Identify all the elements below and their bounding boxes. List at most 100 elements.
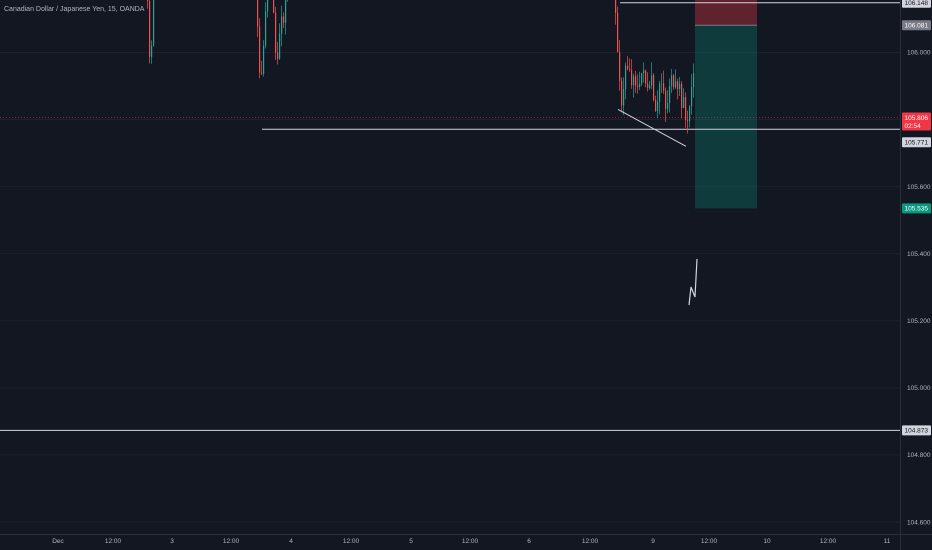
candle-body xyxy=(265,11,267,46)
trendline-lower[interactable] xyxy=(617,109,687,147)
price-tag-label: 106.148 xyxy=(905,0,929,7)
projection-zigzag[interactable] xyxy=(688,258,698,306)
candle-body xyxy=(635,76,637,86)
candle-body xyxy=(647,83,649,88)
candle-body xyxy=(649,85,651,88)
candle-body xyxy=(643,70,645,74)
candle-body xyxy=(631,69,633,86)
candle-body xyxy=(645,70,647,84)
x-tick-label: 5 xyxy=(409,538,413,545)
candle-body xyxy=(619,52,621,81)
candle-body xyxy=(639,83,641,87)
price-tag-label: 105.806 xyxy=(905,115,929,122)
candle-body xyxy=(149,0,151,57)
candle-body xyxy=(151,45,153,57)
price-tag-bg xyxy=(902,0,931,8)
candle-body xyxy=(687,120,689,122)
candle-body xyxy=(285,0,287,23)
symbol-title[interactable]: Canadian Dollar / Japanese Yen, 15, OAND… xyxy=(4,6,145,13)
x-tick-label: 4 xyxy=(289,538,293,545)
price-tag-bg xyxy=(902,203,931,214)
candle-body xyxy=(685,97,687,121)
take-profit-zone[interactable] xyxy=(695,25,757,209)
candle-body xyxy=(627,65,629,69)
candle-body xyxy=(693,73,695,87)
candle-body xyxy=(629,68,631,70)
candle-body xyxy=(263,45,265,74)
candle-body xyxy=(261,72,263,74)
x-tick-label: 3 xyxy=(170,538,174,545)
price-tag-bg xyxy=(902,425,931,436)
price-tag-label: 02:54 xyxy=(905,123,922,130)
candle-body xyxy=(667,102,669,109)
price-tag-bg xyxy=(902,112,931,123)
x-tick-label: 12:00 xyxy=(582,538,599,545)
candle-body xyxy=(283,16,285,23)
candle-body xyxy=(671,75,673,86)
candle-body xyxy=(655,99,657,112)
candle-body xyxy=(673,75,675,88)
y-tick-label: 104.600 xyxy=(907,519,931,526)
candle-body xyxy=(677,81,679,90)
candle-body xyxy=(281,16,283,34)
x-tick-label: 6 xyxy=(527,538,531,545)
candle-body xyxy=(657,101,659,112)
candle-body xyxy=(267,0,269,12)
stop-loss-zone[interactable] xyxy=(695,0,757,26)
x-tick-label: 12:00 xyxy=(105,538,122,545)
candle-body xyxy=(625,65,627,89)
time-axis[interactable]: Dec 12:00 3 12:00 4 12:00 5 12:00 6 12:00 9 12:00 10… xyxy=(0,534,932,546)
candle-body xyxy=(659,83,661,102)
trend-drawings[interactable] xyxy=(617,109,698,306)
y-tick-label: 105.000 xyxy=(907,385,931,392)
candle-body xyxy=(675,81,677,88)
price-tags: 107.438106.203106.148106.081105.80602:54… xyxy=(902,0,931,436)
y-tick-label: 106.000 xyxy=(907,50,931,57)
candle-body xyxy=(691,86,693,107)
candle-body xyxy=(683,97,685,108)
price-tag-bg xyxy=(902,137,931,148)
candle-body xyxy=(257,0,259,27)
x-tick-label: 12:00 xyxy=(343,538,360,545)
x-tick-label: Dec xyxy=(52,538,64,545)
candle-body xyxy=(277,52,279,59)
candle-body xyxy=(615,0,617,13)
y-tick-label: 105.400 xyxy=(907,251,931,258)
candle-body xyxy=(633,76,635,86)
candle-body xyxy=(663,83,665,91)
candle-body xyxy=(681,83,683,108)
candle-body xyxy=(653,75,655,100)
y-tick-label: 105.200 xyxy=(907,318,931,325)
candle-body xyxy=(665,90,667,109)
candles xyxy=(147,0,695,134)
price-tag-label: 105.535 xyxy=(905,206,929,213)
x-tick-label: 9 xyxy=(651,538,655,545)
price-tag-label: 105.771 xyxy=(905,140,929,147)
candle-body xyxy=(273,0,275,13)
y-tick-label: 105.600 xyxy=(907,184,931,191)
candle-body xyxy=(617,12,619,53)
candle-body xyxy=(621,80,623,106)
candle-body xyxy=(669,85,671,103)
price-tag-label: 106.081 xyxy=(905,23,929,30)
x-tick-label: 12:00 xyxy=(223,538,240,545)
position-tool[interactable] xyxy=(695,0,757,209)
candle-body xyxy=(153,0,155,46)
candle-body xyxy=(275,12,277,53)
horizontal-lines[interactable] xyxy=(0,0,900,431)
price-tag-bg xyxy=(902,20,931,31)
candle-body xyxy=(679,83,681,90)
candle-body xyxy=(147,0,149,1)
y-tick-label: 104.800 xyxy=(907,452,931,459)
x-tick-label: 12:00 xyxy=(701,538,718,545)
price-tag-label: 104.873 xyxy=(905,428,929,435)
candle-body xyxy=(637,85,639,87)
x-tick-label: 12:00 xyxy=(462,538,479,545)
candle-body xyxy=(623,88,625,106)
candle-body xyxy=(651,75,653,86)
x-tick-label: 11 xyxy=(884,538,891,545)
candle-body xyxy=(689,106,691,122)
candle-body xyxy=(661,83,663,85)
